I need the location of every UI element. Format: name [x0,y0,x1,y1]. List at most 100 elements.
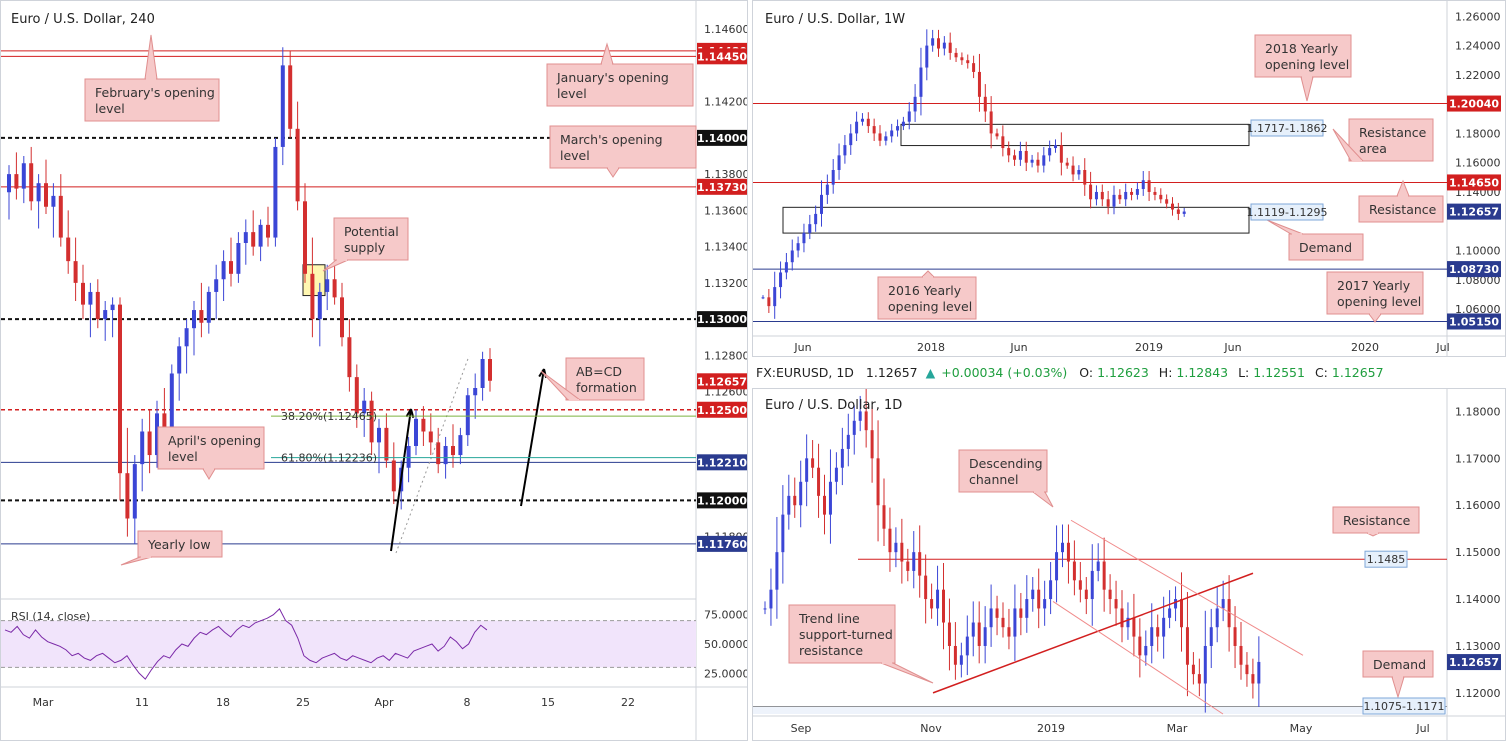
weekly-candle [1118,194,1122,200]
price-tag-label-bg [697,311,747,328]
daily-candle [1031,589,1035,600]
price-tag-label: 1.12657 [1449,656,1499,669]
weekly-chart-panel[interactable]: 2018 Yearly opening level Resistance area Re… [752,0,1506,357]
daily-candle [1239,645,1243,665]
weekly-candle [1165,199,1169,204]
time-tick-label: May [1290,722,1313,735]
h4-candle [236,243,241,274]
weekly-candle [761,297,765,299]
daily-candle [989,608,993,628]
resistance-callout-box [1332,506,1420,534]
demand-callout-text: Demand [1373,657,1426,672]
h4-candle [169,373,174,428]
daily-candle [1001,617,1005,628]
daily-chart-panel[interactable]: Descending channel Resistance Trend line sup… [752,388,1506,741]
abcd-dotted-line [395,355,470,554]
daily-candle [1120,608,1124,628]
h4-chart-panel[interactable]: 38.20%(1.12465) 61.80%(1.12236) February'… [0,0,748,741]
apr-opening-callout-text: April's opening [168,433,261,448]
time-tick-label: 15 [541,696,555,709]
price-tick-label: 1.17000 [1455,452,1501,465]
demand-callout-box [1288,233,1364,261]
resistance-callout: Resistance [1332,506,1420,537]
price-tag-label-bg [697,492,747,509]
h4-candle [58,195,63,238]
price-tick-label: 1.10000 [1455,245,1501,258]
daily-candle [870,430,874,459]
weekly-candle [1013,155,1017,160]
time-tick-label: 8 [464,696,471,709]
h4-candle [44,183,48,207]
time-tick-label: Mar [1167,722,1188,735]
demand-callout-pointer [1391,676,1405,699]
price-tick-label: 1.13000 [1455,640,1501,653]
daily-candle [1078,580,1082,590]
rsi-tick-label: 75.0000 [704,609,748,622]
price-tick-label: 1.13400 [704,241,748,254]
price-tag-label-bg [1447,95,1501,112]
demand-callout: Demand [1266,219,1364,261]
price-tag-label: 1.08730 [1449,263,1499,276]
resistance-area-zone [900,123,1250,147]
last-price: 1.12657 [866,365,918,380]
daily-candle [1150,627,1154,646]
price-tick-label: 1.24000 [1455,40,1501,53]
h4-candle [229,261,233,274]
weekly-candle [814,213,818,225]
mar-opening-callout-text: level [560,148,590,163]
daily-candle [959,655,963,665]
daily-candle [775,552,779,590]
daily-candle [1215,608,1219,628]
low-label: L: [1238,365,1249,380]
weekly-candle [1182,211,1186,214]
price-tick-label: 1.16000 [1455,157,1501,170]
yearly-low-callout-box [137,530,223,558]
weekly-candle [1030,159,1034,163]
weekly-candle [972,63,976,72]
h4-candle [221,261,226,280]
weekly-candle [901,121,905,127]
price-tag-label: 1.12657 [697,375,747,388]
weekly-candle [1077,170,1081,175]
weekly-candle [1141,180,1145,190]
descending-channel-callout-pointer [1031,491,1054,508]
time-tick-label: 22 [621,696,635,709]
daily-candle [1191,664,1195,675]
h4-chart-title: Euro / U.S. Dollar, 240 [11,12,155,27]
price-tag-label: 1.12000 [697,494,747,507]
zone-tag-label: 1.1717-1.1862 [1247,122,1328,135]
weekly-candle [896,126,900,131]
daily-candle [828,481,832,515]
weekly-candle [1124,191,1128,200]
price-tag-label-bg [1447,261,1501,278]
daily-candle [888,528,892,553]
daily-candle [1114,599,1118,609]
price-tick-label: 1.14200 [704,96,748,109]
daily-candle [1138,636,1142,656]
fib-618-label: 61.80%(1.12236) [281,452,377,465]
h4-candle [184,328,189,347]
h4-candle [155,413,159,456]
resistance-callout-text: Resistance [1343,513,1411,528]
price-axis [696,1,747,740]
weekly-candle [1130,191,1134,195]
price-tick-label: 1.13800 [704,168,748,181]
daily-candle [1072,561,1076,581]
demand-callout-box [1362,650,1434,678]
weekly-candle [849,133,853,146]
weekly-candle [890,130,894,137]
abcd-callout-box [565,357,645,401]
resistance-callout: Resistance [1358,179,1444,223]
daily-candle [793,495,797,506]
h4-chart-canvas[interactable]: 38.20%(1.12465) 61.80%(1.12236) February'… [1,1,748,741]
weekly-candle [948,42,952,53]
weekly-candle [884,136,888,141]
price-tag-label-bg [1447,654,1501,671]
up-triangle-icon: ▲ [926,365,936,380]
demand-callout: Demand [1362,650,1434,699]
